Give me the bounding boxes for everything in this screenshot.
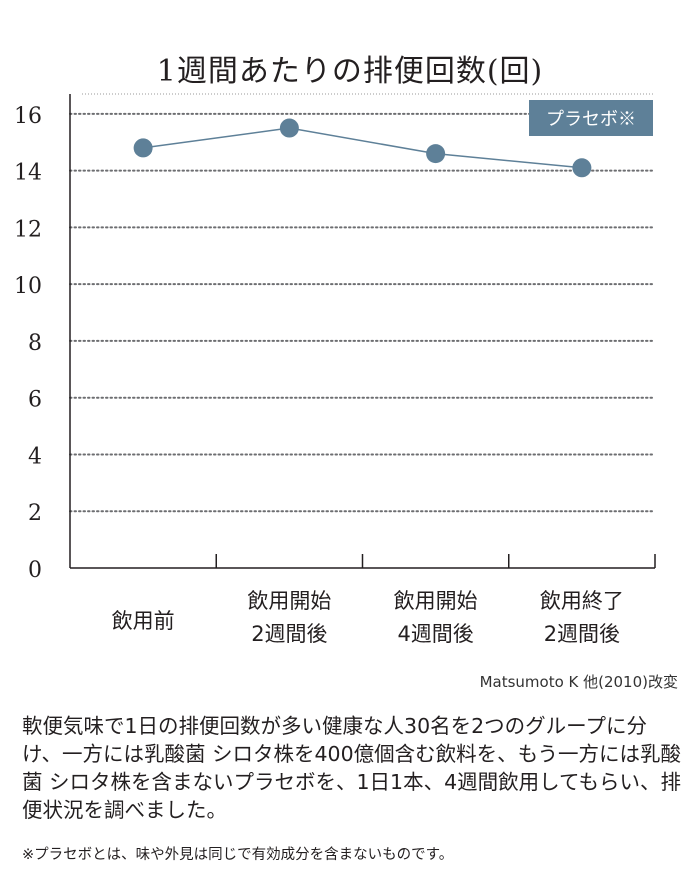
y-tick-label: 6 (28, 388, 42, 413)
study-description: 軟便気味で1日の排便回数が多い健康な人30名を2つのグループに分け、一方には乳酸… (22, 714, 682, 822)
x-tick-label: 飲用終了 2週間後 (540, 589, 624, 646)
source-citation: Matsumoto K 他(2010)改変 (479, 673, 678, 691)
data-point (572, 158, 592, 178)
data-point (133, 138, 153, 158)
line-chart: 0 2 4 6 8 10 12 14 16 飲用前 飲用開始 2週間後 飲用開始 4週間後 飲用終了 2週間… (14, 93, 656, 646)
y-tick-label: 16 (14, 104, 42, 129)
y-tick-label: 12 (14, 217, 42, 242)
legend-badge (529, 100, 653, 136)
x-tick-label: 飲用開始 4週間後 (394, 589, 478, 646)
series-line (143, 127, 582, 169)
legend-label: プラセボ※ (546, 109, 636, 130)
y-tick-label: 4 (28, 444, 42, 469)
y-tick-label: 14 (14, 161, 42, 186)
footnote: ※プラセボとは、味や外見は同じで有効成分を含まないものです。 (22, 847, 454, 863)
x-tick-label: 飲用前 (112, 609, 175, 633)
data-point (426, 144, 446, 164)
x-tick-label: 飲用開始 2週間後 (247, 589, 331, 646)
y-tick-label: 10 (14, 274, 42, 299)
data-point (279, 118, 299, 138)
y-tick-label: 8 (28, 331, 42, 356)
chart-title: 1週間あたりの排便回数(回) (156, 54, 544, 89)
y-tick-label: 2 (28, 501, 42, 526)
y-tick-label: 0 (28, 558, 42, 583)
